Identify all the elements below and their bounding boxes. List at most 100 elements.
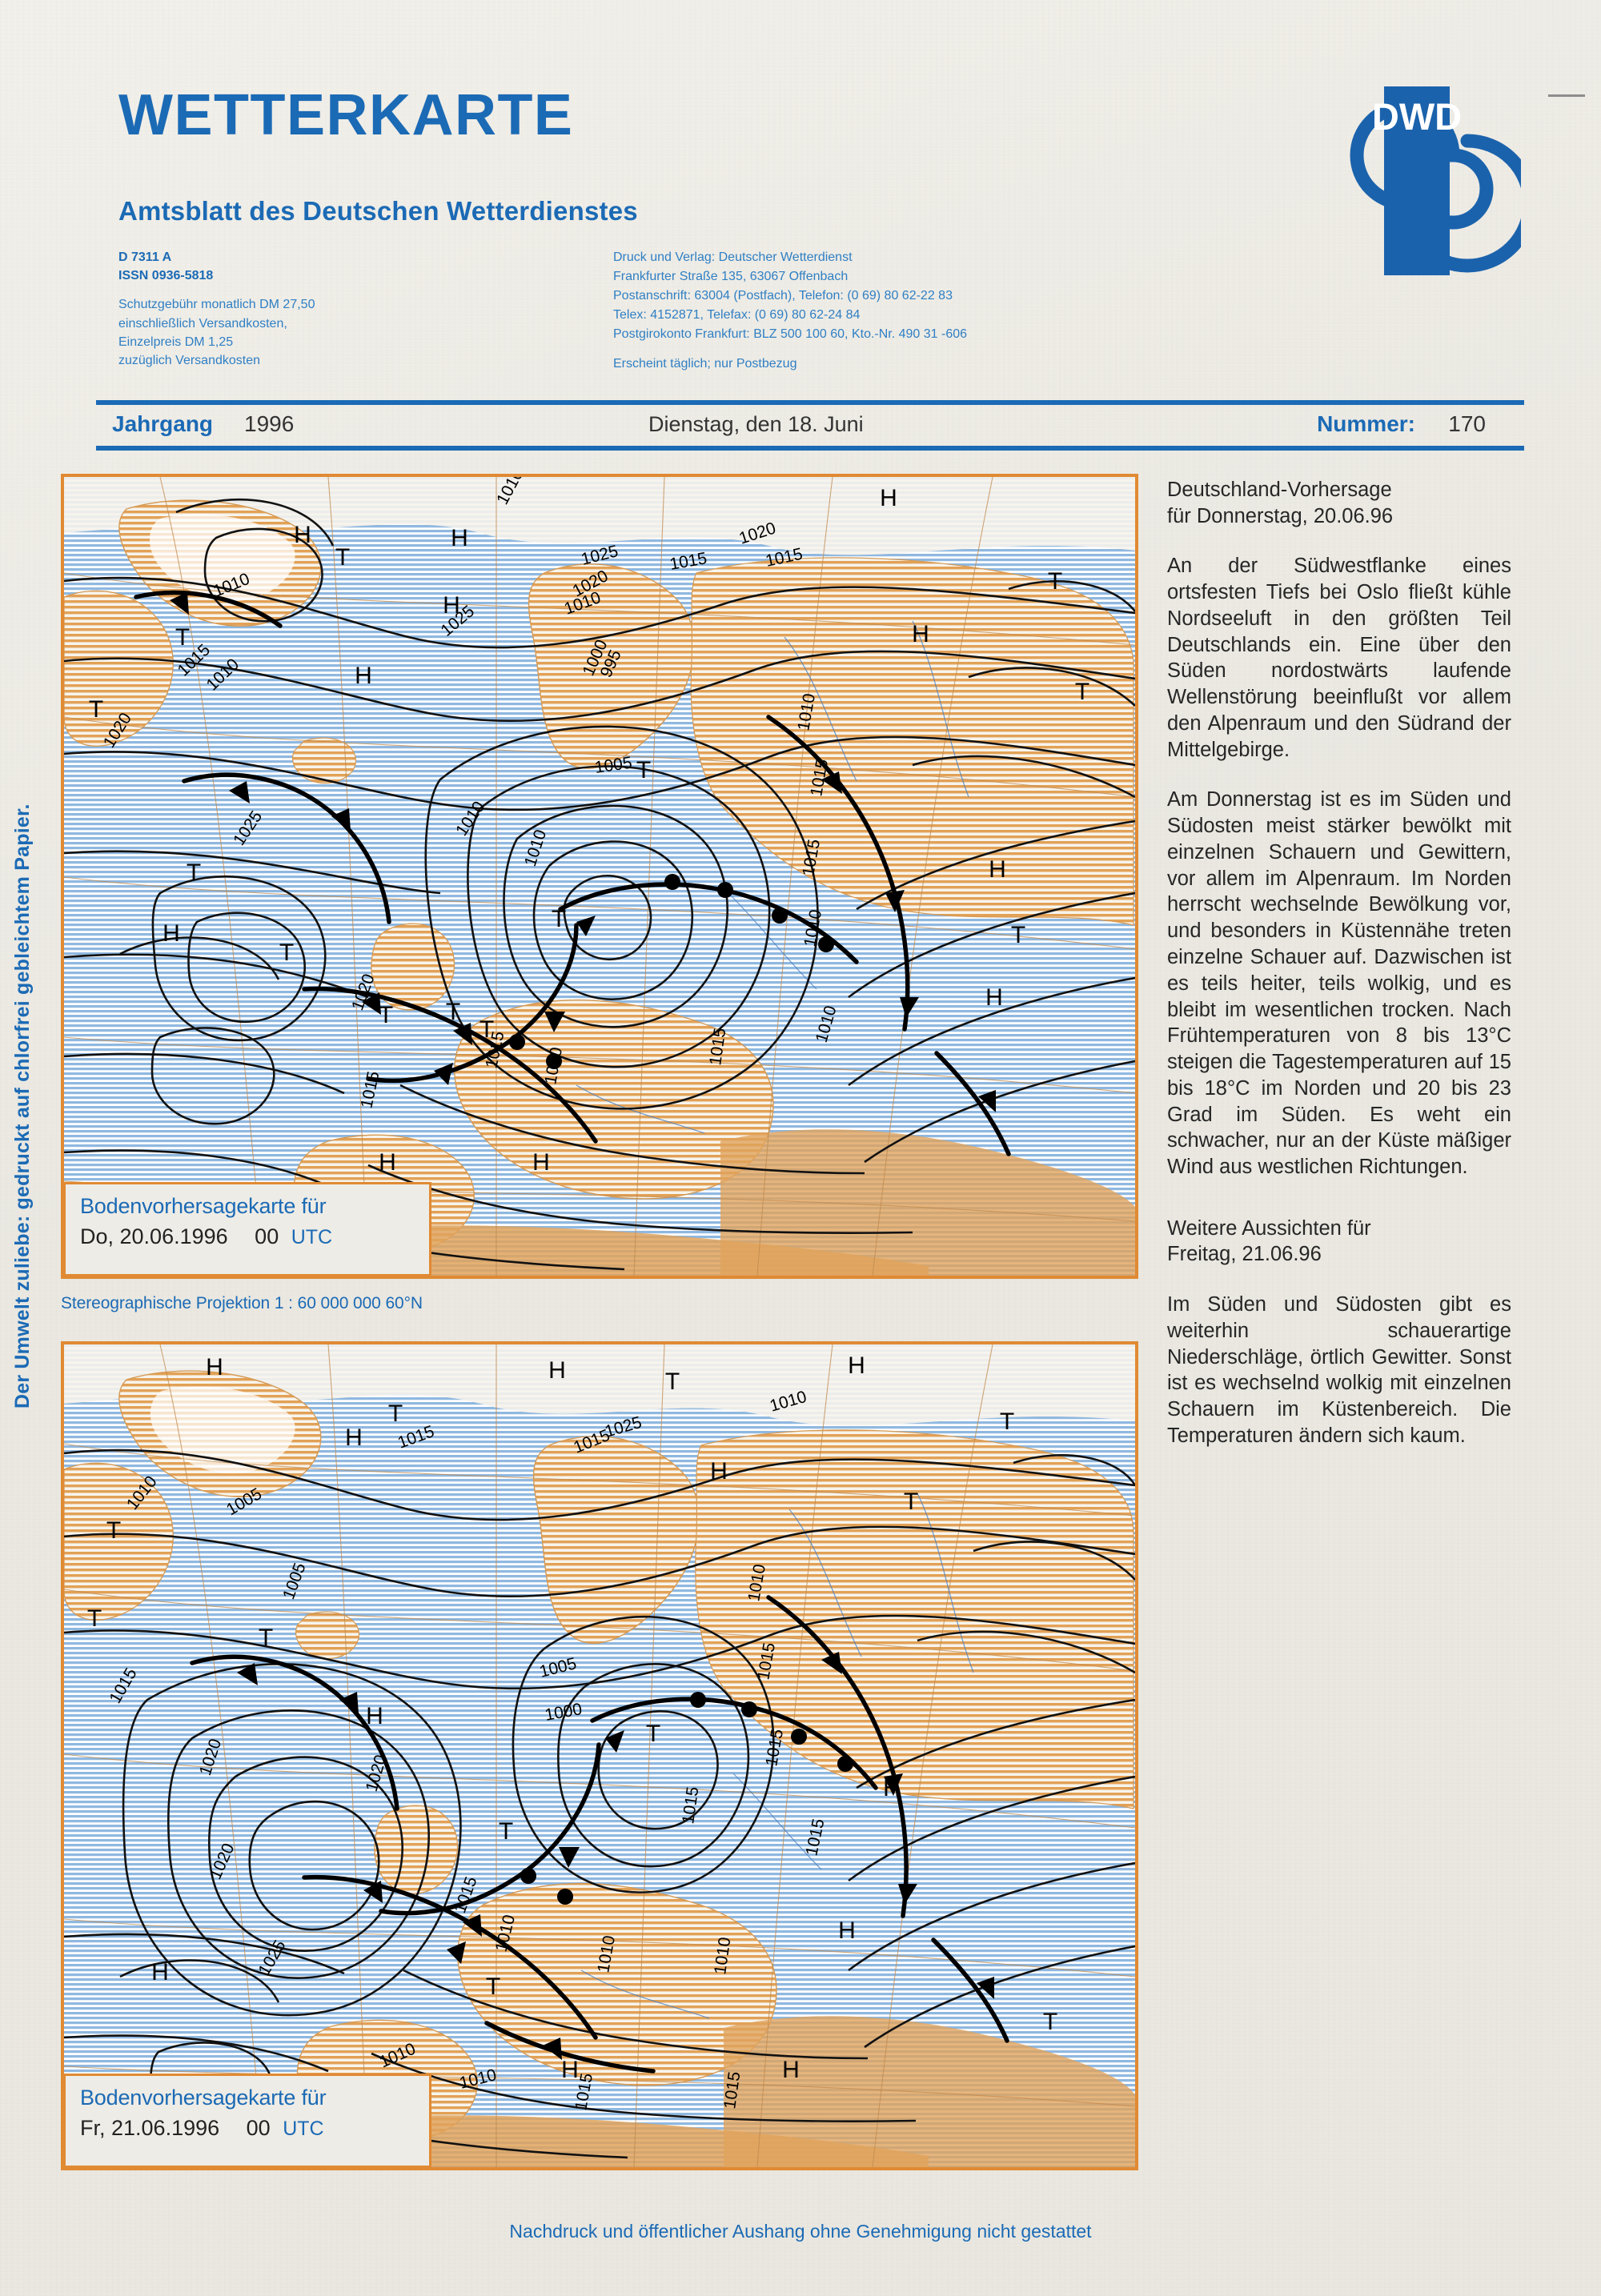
high-center-H: H — [710, 1458, 728, 1485]
high-center-H: H — [379, 1149, 396, 1176]
low-center-T: T — [175, 624, 190, 651]
imprint-issn: ISSN 0936-5818 — [118, 269, 214, 283]
map-canvas-friday: 1010 1015 1015 1025 1010 1005 1005 1015 … — [64, 1344, 1135, 2167]
low-center-T: T — [1048, 568, 1062, 595]
high-center-H: H — [345, 1424, 363, 1451]
imprint-left-block: D 7311 A ISSN 0936-5818 Schutzgebühr mon… — [118, 248, 315, 370]
forecast-heading-friday: Weitere Aussichten für Freitag, 21.06.96 — [1167, 1216, 1371, 1266]
masthead: WETTERKARTE — [118, 86, 1527, 144]
dwd-logo-text: DWD — [1372, 95, 1462, 138]
high-center-H: H — [532, 1149, 550, 1176]
surface-forecast-map-friday[interactable]: 1010 1015 1015 1025 1010 1005 1005 1015 … — [61, 1341, 1138, 2170]
low-center-T: T — [446, 999, 460, 1025]
high-center-H: H — [561, 2057, 579, 2083]
masthead-rule-top — [96, 400, 1524, 405]
map-caption-hour: 00 — [255, 1224, 279, 1248]
high-center-H: H — [366, 1703, 383, 1729]
high-center-H: H — [451, 525, 468, 551]
low-center-T: T — [1000, 1408, 1014, 1435]
map-caption-date: Do, 20.06.1996 — [80, 1224, 228, 1248]
map-caption-valid: Fr, 21.06.1996 00 UTC — [80, 2116, 429, 2141]
high-center-H: H — [883, 1775, 901, 1801]
publisher-line-2: Frankfurter Straße 135, 63067 Offenbach — [613, 270, 849, 283]
map-caption-utc: UTC — [291, 1226, 333, 1248]
jahrgang-label: Jahrgang — [112, 411, 214, 436]
map-caption-thursday: Bodenvorhersagekarte für Do, 20.06.1996 … — [64, 1182, 431, 1276]
high-center-H: H — [206, 1354, 223, 1380]
publisher-line-4: Telex: 4152871, Telefax: (0 69) 80 62-24… — [613, 308, 861, 322]
publisher-line-3: Postanschrift: 63004 (Postfach), Telefon… — [613, 289, 953, 303]
high-center-H: H — [782, 2057, 800, 2083]
low-center-T: T — [479, 1016, 494, 1043]
low-center-T: T — [486, 1973, 500, 2000]
map-caption-hour: 00 — [246, 2116, 271, 2140]
high-center-H: H — [548, 1357, 566, 1384]
low-center-T: T — [1043, 2009, 1057, 2035]
nummer-value: 170 — [1448, 411, 1486, 436]
low-center-T: T — [335, 544, 350, 571]
forecast-paragraph-friday: Im Süden und Südosten gibt es weiterhin … — [1167, 1293, 1511, 1447]
imprint-price-line-2: einschließlich Versandkosten, — [118, 316, 287, 331]
forecast-text-column: Deutschland-Vorhersage für Donnerstag, 2… — [1167, 477, 1511, 1473]
imprint-price-line-4: zuzüglich Versandkosten — [118, 353, 260, 367]
publisher-line-1: Druck und Verlag: Deutscher Wetterdienst — [613, 250, 853, 264]
page-title: WETTERKARTE — [118, 83, 574, 147]
high-center-H: H — [880, 485, 897, 511]
low-center-T: T — [379, 1002, 393, 1028]
map-caption-title: Bodenvorhersagekarte für — [80, 1194, 327, 1218]
high-center-H: H — [163, 920, 180, 947]
low-center-T: T — [89, 696, 103, 723]
low-center-T: T — [552, 906, 566, 932]
map-caption-friday: Bodenvorhersagekarte für Fr, 21.06.1996 … — [64, 2074, 431, 2167]
projection-note: Stereographische Projektion 1 : 60 000 0… — [61, 1294, 423, 1312]
high-center-H: H — [443, 592, 460, 619]
forecast-paragraph-thursday: Am Donnerstag ist es im Süden und Südost… — [1167, 788, 1511, 1179]
low-center-T: T — [279, 940, 294, 966]
surface-forecast-map-thursday[interactable]: 1010 1020 1015 1020 1025 1010 1015 1010 … — [61, 474, 1138, 1279]
dwd-logo: DWD — [1321, 80, 1521, 280]
publisher-line-5: Postgirokonto Frankfurt: BLZ 500 100 60,… — [613, 327, 968, 341]
low-center-T: T — [388, 1400, 403, 1427]
high-center-H: H — [985, 984, 1003, 1011]
imprint-right-block: Druck und Verlag: Deutscher Wetterdienst… — [613, 248, 967, 374]
low-center-T: T — [187, 859, 201, 886]
low-center-T: T — [1075, 679, 1089, 705]
map-caption-valid: Do, 20.06.1996 00 UTC — [80, 1224, 429, 1249]
high-center-H: H — [151, 1959, 169, 1985]
eco-paper-note: Der Umwelt zuliebe: gedruckt auf chlorfr… — [11, 803, 34, 1408]
high-center-H: H — [912, 621, 929, 647]
map-canvas-thursday: 1010 1020 1015 1020 1025 1010 1015 1010 … — [64, 477, 1135, 1276]
imprint-price-line-1: Schutzgebühr monatlich DM 27,50 — [118, 298, 315, 312]
low-center-T: T — [904, 1489, 918, 1515]
nummer-label: Nummer: — [1317, 411, 1415, 436]
map-caption-utc: UTC — [283, 2118, 324, 2140]
low-center-T: T — [636, 757, 651, 783]
high-center-H: H — [838, 1917, 856, 1944]
masthead-rule-bottom — [96, 446, 1524, 451]
high-center-H: H — [355, 663, 372, 689]
issue-line: Jahrgang 1996 Dienstag, den 18. Juni Num… — [96, 404, 1524, 446]
low-center-T: T — [106, 1517, 121, 1544]
low-center-T: T — [646, 1721, 660, 1747]
high-center-H: H — [294, 522, 311, 548]
low-center-T: T — [665, 1368, 680, 1395]
publication-frequency: Erscheint täglich; nur Postbezug — [613, 357, 797, 371]
imprint-code: D 7311 A — [118, 250, 172, 264]
jahrgang-value: 1996 — [244, 411, 295, 436]
print-registration-tick — [1548, 94, 1585, 97]
low-center-T: T — [259, 1625, 273, 1651]
copyright-footer: Nachdruck und öffentlicher Aushang ohne … — [509, 2221, 1092, 2242]
high-center-H: H — [848, 1352, 865, 1379]
low-center-T: T — [87, 1605, 102, 1632]
forecast-paragraph-synoptic: An der Südwestflanke eines ortsfesten Ti… — [1167, 555, 1511, 761]
forecast-heading-thursday: Deutschland-Vorhersage für Donnerstag, 2… — [1167, 479, 1394, 527]
map-caption-date: Fr, 21.06.1996 — [80, 2116, 220, 2140]
low-center-T: T — [1011, 922, 1025, 948]
map-caption-title: Bodenvorhersagekarte für — [80, 2086, 327, 2110]
low-center-T: T — [499, 1818, 513, 1845]
issue-date: Dienstag, den 18. Juni — [648, 412, 864, 436]
publication-subtitle: Amtsblatt des Deutschen Wetterdienstes — [118, 196, 638, 226]
high-center-H: H — [989, 856, 1006, 883]
imprint-price-line-3: Einzelpreis DM 1,25 — [118, 335, 234, 349]
